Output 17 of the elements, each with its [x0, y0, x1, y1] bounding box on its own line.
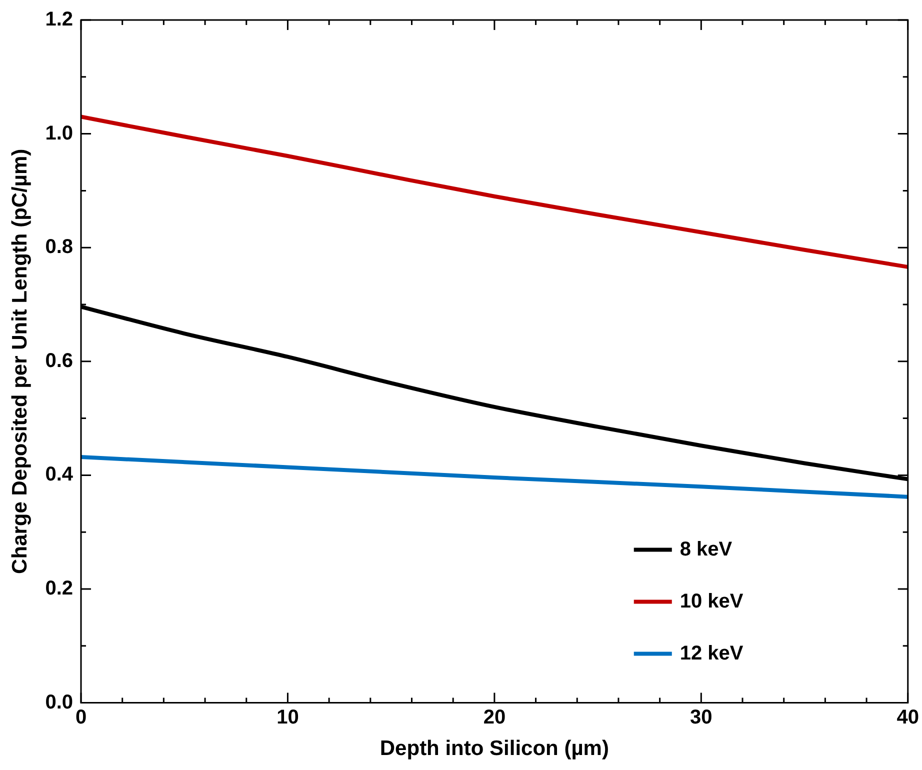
y-tick-label: 0.0: [45, 691, 74, 714]
y-tick-label: 1.0: [45, 122, 74, 144]
y-tick-label: 1.2: [45, 8, 74, 31]
x-tick-label: 40: [896, 706, 919, 728]
legend-label: 10 keV: [680, 590, 744, 612]
y-axis-title: Charge Deposited per Unit Length (pC/µm): [8, 148, 32, 574]
x-tick-label: 10: [276, 706, 299, 728]
legend-label: 8 keV: [680, 538, 733, 560]
y-tick-label: 0.8: [45, 236, 74, 258]
y-tick-label: 0.4: [45, 464, 74, 486]
x-tick-label: 0: [75, 706, 87, 728]
x-tick-label: 20: [483, 706, 506, 728]
y-tick-label: 0.2: [45, 578, 74, 600]
x-tick-label: 30: [690, 706, 712, 728]
legend-label: 12 keV: [680, 642, 744, 664]
x-axis-title: Depth into Silicon (µm): [380, 737, 609, 760]
y-tick-label: 0.6: [45, 350, 74, 372]
